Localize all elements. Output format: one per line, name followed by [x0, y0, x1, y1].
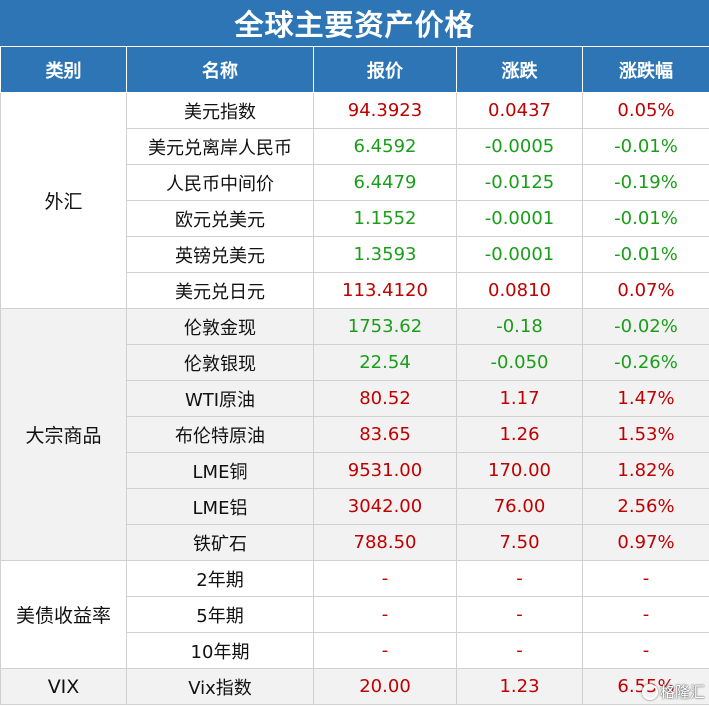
header-name: 名称	[126, 46, 314, 93]
name-cell: 伦敦金现	[126, 308, 314, 345]
table-body: 外汇 美元指数 94.3923 0.0437 0.05% 美元兑离岸人民币 6.4592 -0…	[0, 92, 709, 705]
category-cell: 外汇	[0, 92, 127, 309]
name-cell: 美元指数	[126, 92, 314, 129]
change-cell: -	[456, 632, 583, 669]
table-row: 美元兑离岸人民币 6.4592 -0.0005 -0.01%	[1, 128, 709, 165]
price-cell: 80.52	[313, 380, 457, 417]
header-change-pct: 涨跌幅	[582, 46, 709, 93]
asset-price-table: 类别 名称 报价 涨跌 涨跌幅 外汇 美元指数 94.3923 0.0437 0.05%…	[0, 46, 709, 705]
price-cell: 83.65	[313, 416, 457, 453]
change-pct-cell: 0.05%	[582, 92, 709, 129]
change-cell: -	[456, 560, 583, 597]
price-cell: 1.3593	[313, 236, 457, 273]
name-cell: 5年期	[126, 596, 314, 633]
name-cell: 欧元兑美元	[126, 200, 314, 237]
change-cell: 1.23	[456, 668, 583, 705]
change-pct-cell: -0.26%	[582, 344, 709, 381]
change-pct-cell: 1.53%	[582, 416, 709, 453]
name-cell: 美元兑日元	[126, 272, 314, 309]
watermark-logo-icon	[641, 683, 658, 700]
name-cell: 英镑兑美元	[126, 236, 314, 273]
change-pct-cell: -	[582, 596, 709, 633]
price-cell: 788.50	[313, 524, 457, 561]
table-row: 英镑兑美元 1.3593 -0.0001 -0.01%	[1, 236, 709, 273]
change-cell: -0.0001	[456, 200, 583, 237]
page-title: 全球主要资产价格	[0, 0, 709, 46]
name-cell: 2年期	[126, 560, 314, 597]
change-cell: 7.50	[456, 524, 583, 561]
change-pct-cell: -	[582, 560, 709, 597]
price-cell: 3042.00	[313, 488, 457, 525]
change-pct-cell: -0.01%	[582, 200, 709, 237]
name-cell: Vix指数	[126, 668, 314, 705]
change-cell: -0.0001	[456, 236, 583, 273]
watermark: 格隆汇	[641, 681, 705, 702]
change-pct-cell: -	[582, 632, 709, 669]
name-cell: LME铝	[126, 488, 314, 525]
name-cell: WTI原油	[126, 380, 314, 417]
change-cell: 0.0437	[456, 92, 583, 129]
name-cell: 人民币中间价	[126, 164, 314, 201]
table-row: 人民币中间价 6.4479 -0.0125 -0.19%	[1, 164, 709, 201]
change-pct-cell: -0.01%	[582, 128, 709, 165]
change-cell: 1.26	[456, 416, 583, 453]
name-cell: 10年期	[126, 632, 314, 669]
table-header-row: 类别 名称 报价 涨跌 涨跌幅	[0, 46, 709, 93]
name-cell: 布伦特原油	[126, 416, 314, 453]
name-cell: 铁矿石	[126, 524, 314, 561]
change-cell: -	[456, 596, 583, 633]
table-row: 美元兑日元 113.4120 0.0810 0.07%	[1, 272, 709, 309]
price-cell: 113.4120	[313, 272, 457, 309]
price-cell: 6.4479	[313, 164, 457, 201]
price-cell: 1.1552	[313, 200, 457, 237]
price-cell: 20.00	[313, 668, 457, 705]
table-row: 美债收益率 2年期 - - -	[0, 560, 709, 669]
name-cell: 伦敦银现	[126, 344, 314, 381]
change-pct-cell: -0.02%	[582, 308, 709, 345]
price-cell: 94.3923	[313, 92, 457, 129]
change-cell: 76.00	[456, 488, 583, 525]
category-cell: VIX	[0, 668, 127, 705]
change-cell: 0.0810	[456, 272, 583, 309]
change-cell: -0.050	[456, 344, 583, 381]
name-cell: LME铜	[126, 452, 314, 489]
table-row: VIX Vix指数 20.00 1.23 6.55%	[0, 668, 709, 705]
header-category: 类别	[0, 46, 127, 93]
watermark-text: 格隆汇	[659, 683, 705, 701]
price-cell: 6.4592	[313, 128, 457, 165]
table-row: 欧元兑美元 1.1552 -0.0001 -0.01%	[1, 200, 709, 237]
price-cell: 1753.62	[313, 308, 457, 345]
change-cell: 170.00	[456, 452, 583, 489]
change-pct-cell: 1.47%	[582, 380, 709, 417]
change-cell: -0.18	[456, 308, 583, 345]
category-cell: 美债收益率	[0, 560, 127, 669]
change-pct-cell: -0.01%	[582, 236, 709, 273]
table-row: 大宗商品 伦敦金现 1753.62 -0.18 -0.02%	[0, 308, 709, 561]
change-pct-cell: 1.82%	[582, 452, 709, 489]
change-cell: 1.17	[456, 380, 583, 417]
price-cell: 22.54	[313, 344, 457, 381]
change-pct-cell: 2.56%	[582, 488, 709, 525]
change-cell: -0.0125	[456, 164, 583, 201]
price-cell: -	[313, 632, 457, 669]
price-cell: -	[313, 560, 457, 597]
change-cell: -0.0005	[456, 128, 583, 165]
change-pct-cell: 0.07%	[582, 272, 709, 309]
price-cell: -	[313, 596, 457, 633]
header-change: 涨跌	[456, 46, 583, 93]
price-cell: 9531.00	[313, 452, 457, 489]
change-pct-cell: -0.19%	[582, 164, 709, 201]
name-cell: 美元兑离岸人民币	[126, 128, 314, 165]
table-row: 伦敦银现 22.54 -0.050 -0.26%	[0, 344, 709, 381]
category-cell: 大宗商品	[0, 308, 127, 561]
change-pct-cell: 0.97%	[582, 524, 709, 561]
table-row: 外汇 美元指数 94.3923 0.0437 0.05%	[0, 92, 709, 309]
header-price: 报价	[313, 46, 457, 93]
